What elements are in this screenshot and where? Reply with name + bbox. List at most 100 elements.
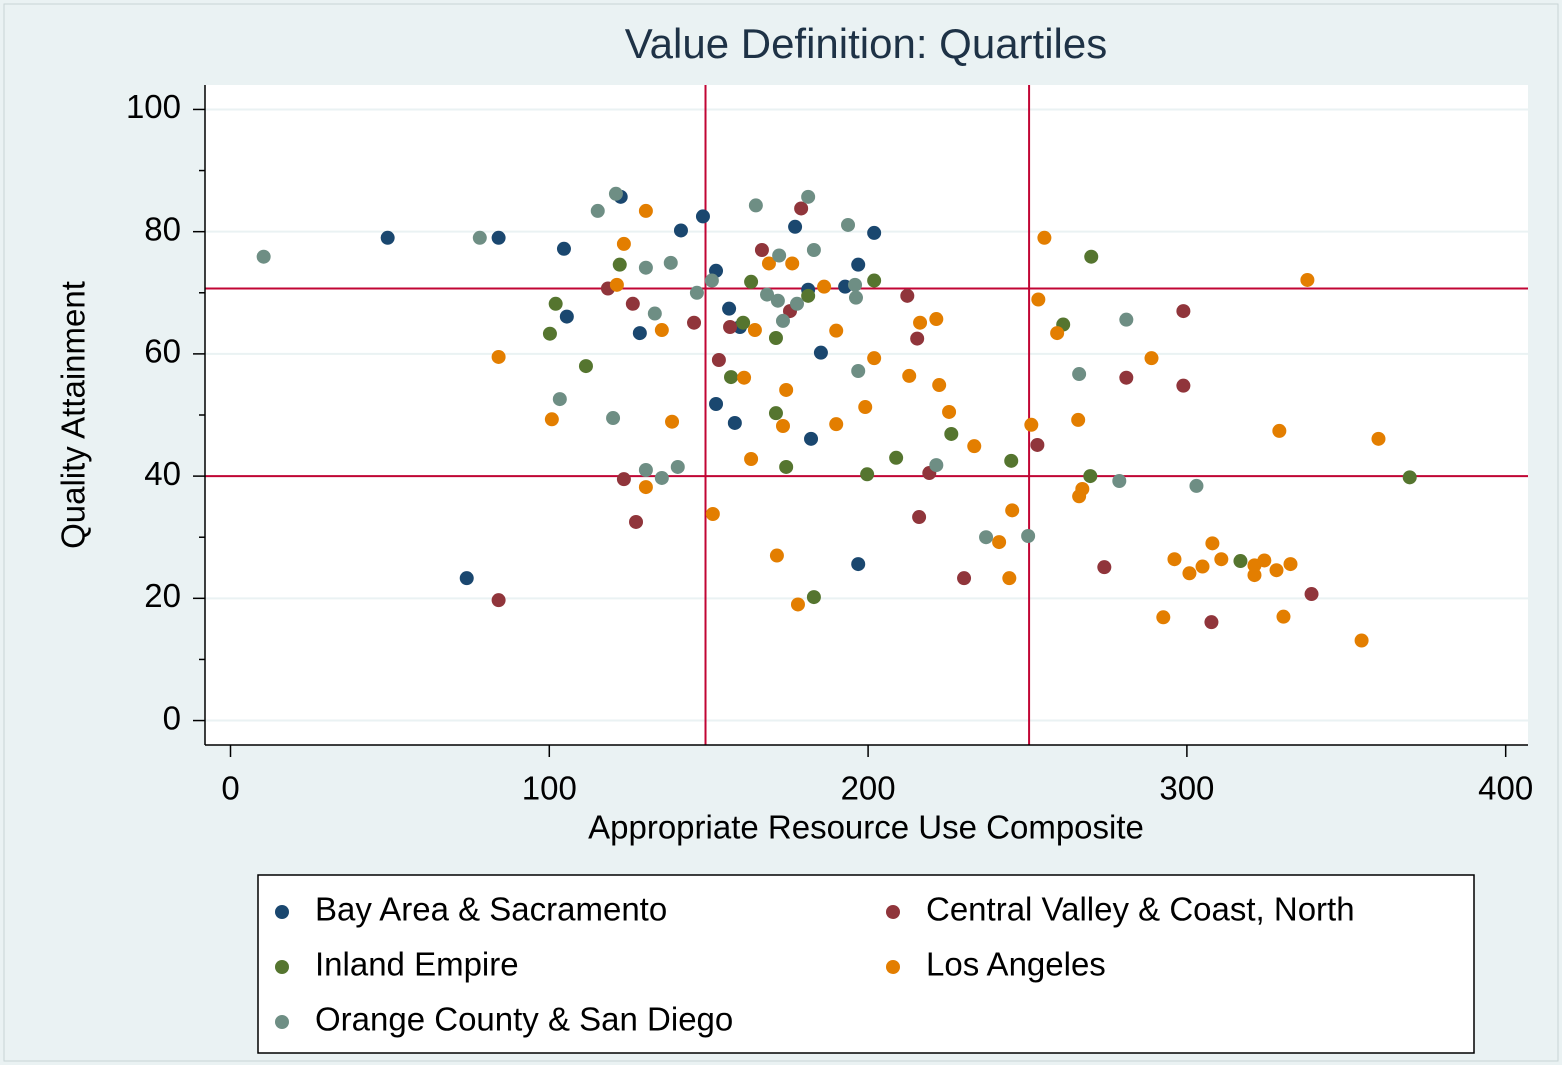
legend-label: Central Valley & Coast, North: [926, 891, 1355, 928]
scatter-point: [768, 406, 783, 421]
legend-label: Los Angeles: [926, 946, 1106, 983]
scatter-point: [616, 236, 631, 251]
scatter-point: [1233, 554, 1248, 569]
legend-marker: [886, 960, 900, 974]
scatter-point: [638, 260, 653, 275]
y-tick-label: 100: [126, 88, 181, 125]
scatter-point: [910, 331, 925, 346]
scatter-point: [744, 274, 759, 289]
scatter-point: [932, 378, 947, 393]
x-axis-label: Appropriate Resource Use Composite: [588, 809, 1144, 846]
scatter-point: [744, 452, 759, 466]
scatter-point: [841, 217, 856, 232]
scatter-point: [472, 230, 487, 245]
scatter-point: [1371, 431, 1386, 446]
scatter-point: [754, 243, 769, 257]
scatter-point: [806, 590, 821, 605]
scatter-point: [1024, 417, 1039, 432]
scatter-point: [804, 431, 819, 446]
legend-marker: [275, 960, 289, 974]
scatter-point: [1119, 370, 1134, 385]
scatter-point: [723, 320, 738, 334]
x-tick-label: 100: [522, 770, 577, 807]
scatter-point: [779, 459, 794, 474]
scatter-point: [647, 306, 662, 321]
x-tick-label: 200: [841, 770, 896, 807]
scatter-point: [829, 417, 844, 432]
scatter-point: [1247, 568, 1262, 583]
scatter-point: [1050, 326, 1065, 341]
scatter-point: [552, 392, 567, 407]
scatter-point: [1097, 560, 1112, 575]
scatter-point: [612, 257, 627, 272]
scatter-point: [1005, 503, 1020, 518]
scatter-point: [1176, 304, 1191, 319]
scatter-point: [748, 198, 763, 213]
scatter-point: [806, 243, 821, 257]
scatter-point: [957, 571, 972, 586]
y-tick-label: 20: [144, 577, 181, 614]
scatter-point: [775, 313, 790, 328]
scatter-point: [900, 288, 915, 303]
scatter-point: [1084, 249, 1099, 264]
outer-frame: [3, 3, 1559, 1062]
scatter-point: [638, 463, 653, 477]
legend-label: Bay Area & Sacramento: [315, 891, 667, 928]
scatter-point: [794, 201, 809, 216]
scatter-point: [851, 257, 866, 272]
scatter-point: [1257, 553, 1272, 568]
scatter-point: [1402, 470, 1417, 485]
scatter-point: [1002, 571, 1017, 586]
scatter-point: [556, 241, 571, 256]
scatter-point: [1205, 536, 1220, 551]
scatter-point: [1119, 312, 1134, 327]
scatter-point: [817, 279, 832, 294]
scatter-point: [542, 326, 557, 341]
scatter-point: [687, 315, 702, 330]
scatter-point: [1144, 351, 1159, 366]
scatter-point: [1075, 481, 1090, 496]
scatter-point: [256, 249, 271, 264]
scatter-point: [722, 301, 737, 316]
scatter-point: [860, 467, 875, 482]
scatter-point: [559, 309, 574, 324]
scatter-point: [1304, 587, 1319, 602]
scatter-point: [1195, 559, 1210, 574]
scatter-point: [770, 293, 785, 308]
legend-label: Inland Empire: [315, 946, 519, 983]
scatter-point: [1031, 292, 1046, 307]
x-tick-label: 400: [1478, 770, 1533, 807]
scatter-point: [1204, 615, 1219, 630]
scatter-point: [1182, 566, 1197, 581]
scatter-point: [929, 458, 944, 473]
scatter-point: [785, 256, 800, 271]
scatter-point: [889, 450, 904, 465]
scatter-point: [709, 397, 724, 411]
scatter-point: [867, 273, 882, 288]
scatter-point: [967, 439, 982, 454]
scatter-point: [848, 290, 863, 305]
scatter-point: [608, 186, 623, 201]
scatter-point: [1071, 412, 1086, 427]
scatter-point: [459, 571, 474, 586]
scatter-point: [1283, 557, 1298, 572]
scatter-point: [768, 331, 783, 345]
scatter-point: [548, 296, 563, 311]
x-tick-label: 0: [221, 770, 239, 807]
scatter-point: [867, 225, 882, 240]
y-tick-label: 0: [163, 699, 181, 736]
scatter-point: [867, 351, 882, 366]
scatter-point: [544, 412, 559, 427]
scatter-point: [665, 414, 680, 429]
scatter-point: [760, 287, 775, 302]
legend-marker: [275, 905, 289, 919]
scatter-point: [769, 548, 784, 563]
legend-box: [257, 874, 1475, 1054]
scatter-point: [1189, 478, 1204, 493]
scatter-point: [747, 323, 762, 338]
scatter-point: [1083, 469, 1098, 484]
scatter-point: [979, 530, 994, 545]
scatter-point: [654, 323, 669, 338]
scatter-point: [1037, 230, 1052, 245]
